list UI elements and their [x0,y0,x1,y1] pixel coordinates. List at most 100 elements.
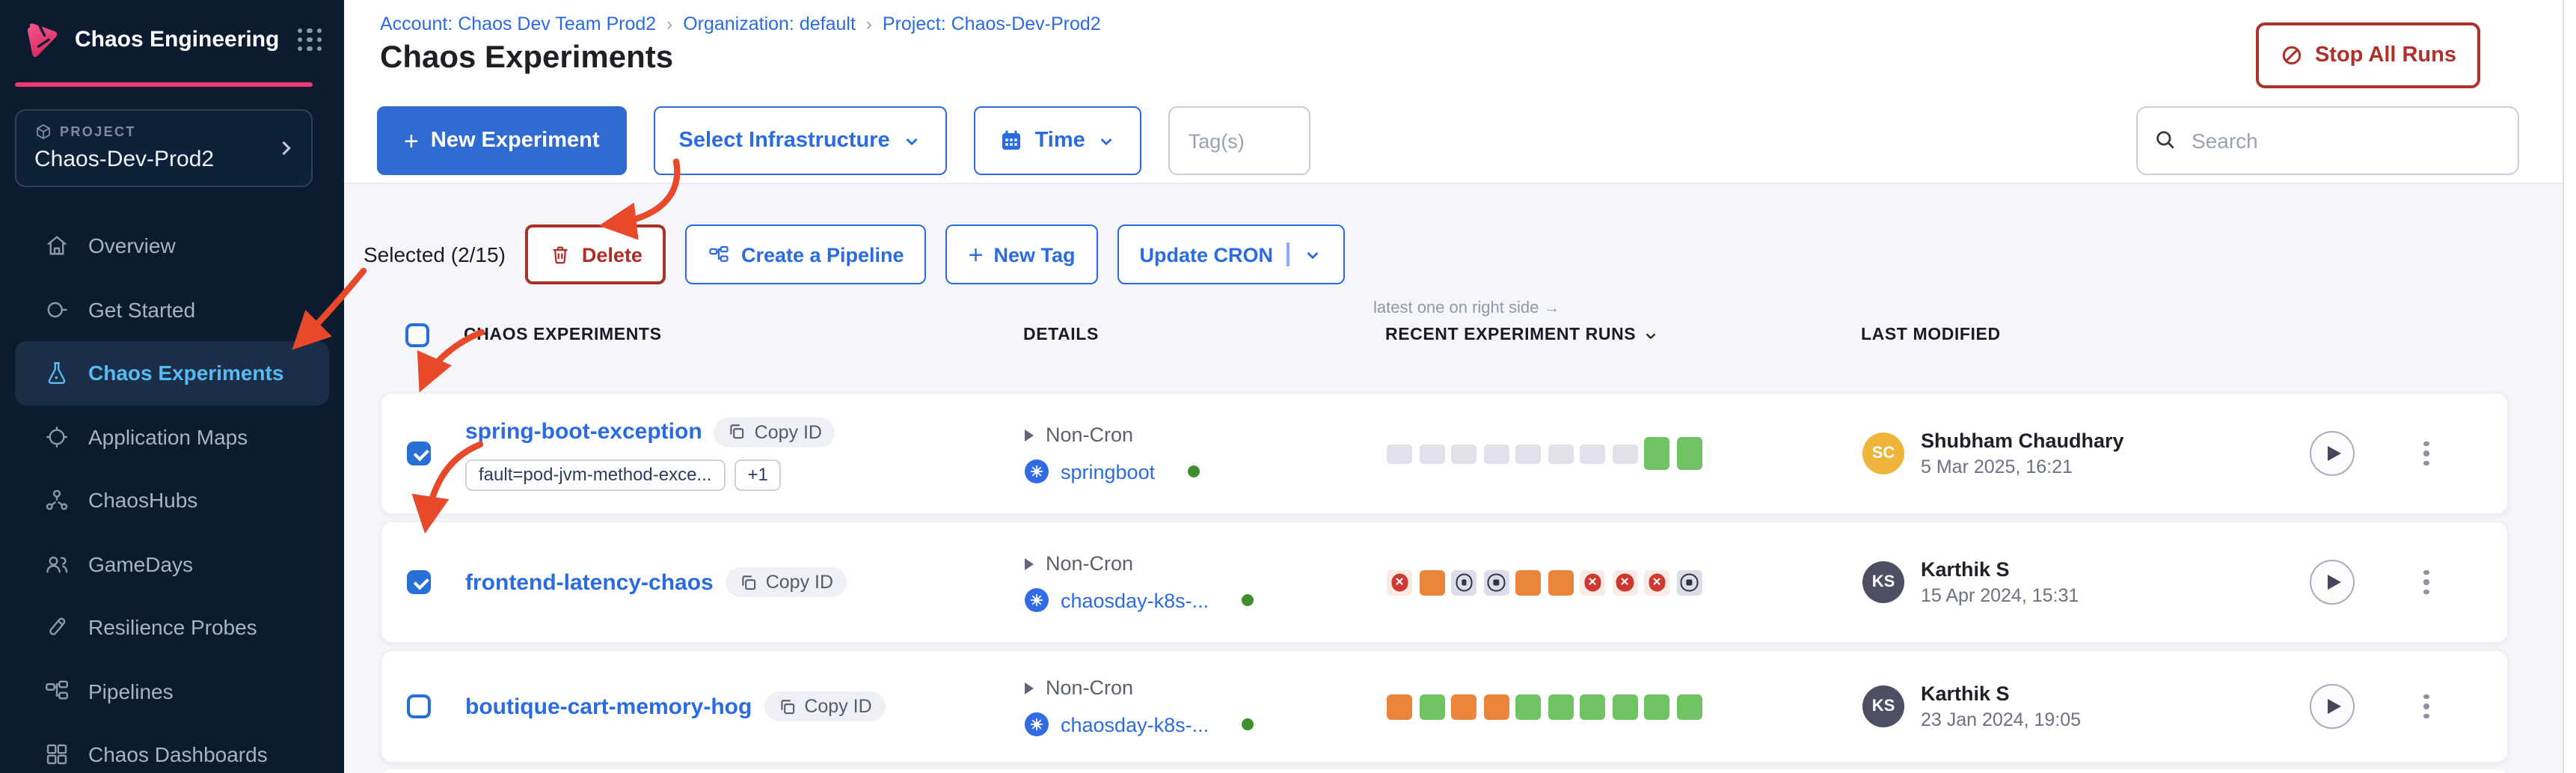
sidebar-item-chaos-dashboards[interactable]: Chaos Dashboards [15,723,329,773]
breadcrumb-project-link[interactable]: Project: Chaos-Dev-Prod2 [882,13,1101,34]
select-all-checkbox[interactable] [405,323,429,347]
new-tag-button[interactable]: + New Tag [945,224,1098,284]
tags-filter-input[interactable] [1168,106,1311,175]
update-cron-button[interactable]: Update CRON [1117,224,1345,284]
kubernetes-icon [1025,712,1049,736]
infra-status-dot [1242,718,1254,730]
avatar: KS [1862,685,1904,727]
copy-id-button[interactable]: Copy ID [725,567,847,597]
experiment-name-link[interactable]: frontend-latency-chaos [465,569,714,595]
sidebar-item-application-maps[interactable]: Application Maps [15,405,329,468]
project-selector[interactable]: PROJECT Chaos-Dev-Prod2 [15,109,313,187]
copy-id-button[interactable]: Copy ID [764,691,886,721]
run-indicator-empty[interactable] [1483,444,1509,463]
modified-by-name: Karthik S [1921,558,2010,581]
run-indicator-empty[interactable] [1451,444,1476,463]
plus-icon: + [404,126,419,155]
run-indicator-failed[interactable] [1387,569,1412,595]
sidebar-item-chaoshubs[interactable]: ChaosHubs [15,468,329,532]
row-menu-button[interactable] [2414,561,2507,604]
prohibit-icon [2283,46,2302,65]
run-indicator-green[interactable] [1419,694,1444,719]
run-indicator-empty[interactable] [1612,444,1637,463]
breadcrumb: Account: Chaos Dev Team Prod2 › Organiza… [380,13,1101,34]
run-indicator-failed[interactable] [1612,569,1637,595]
schedule-type: Non-Cron [1046,676,1134,699]
new-experiment-button[interactable]: + New Experiment [377,106,627,175]
run-experiment-button[interactable] [2310,431,2355,476]
project-label: PROJECT [60,124,136,139]
chaoshubs-icon [46,490,68,511]
sidebar-item-label: Overview [88,233,176,258]
experiment-name-link[interactable]: spring-boot-exception [465,419,702,444]
avatar: SC [1862,433,1904,474]
tag-overflow-chip[interactable]: +1 [734,459,782,490]
row-menu-button[interactable] [2414,685,2507,728]
sidebar-nav: Overview Get Started Chaos Experiments A… [0,214,344,773]
run-indicator-stopped[interactable] [1676,569,1702,595]
run-indicator-orange[interactable] [1419,569,1444,595]
run-indicator-empty[interactable] [1419,444,1444,463]
infrastructure-link[interactable]: chaosday-k8s-... [1061,589,1209,611]
run-indicator-green[interactable] [1580,694,1605,719]
column-header-runs[interactable]: RECENT EXPERIMENT RUNS [1385,326,1861,344]
search-input[interactable] [2136,106,2519,175]
delete-button[interactable]: Delete [524,224,666,284]
sidebar-header: Chaos Engineering [21,19,323,60]
application-maps-icon [46,426,67,447]
run-experiment-button[interactable] [2310,560,2355,605]
app-switcher-grid-icon[interactable] [297,28,323,52]
breadcrumb-account-link[interactable]: Account: Chaos Dev Team Prod2 [380,13,657,34]
run-indicator-failed[interactable] [1644,569,1669,595]
run-indicator-stopped[interactable] [1483,569,1509,595]
run-indicator-green[interactable] [1676,694,1702,719]
sidebar-item-chaos-experiments[interactable]: Chaos Experiments [15,341,329,405]
expand-triangle-icon[interactable] [1025,557,1034,569]
copy-id-button[interactable]: Copy ID [714,417,835,447]
run-experiment-button[interactable] [2310,684,2355,729]
run-indicator-failed[interactable] [1580,569,1605,595]
plus-icon: + [968,240,984,269]
run-indicator-green-tall[interactable] [1644,437,1669,470]
sidebar-item-gamedays[interactable]: GameDays [15,532,329,596]
time-filter-dropdown[interactable]: Time [973,106,1142,175]
run-indicator-orange[interactable] [1387,694,1412,719]
table-row: frontend-latency-chaos Copy ID Non-Cron [380,521,2509,644]
breadcrumb-organization-link[interactable]: Organization: default [683,13,856,34]
sidebar-item-get-started[interactable]: Get Started [15,278,329,341]
row-menu-button[interactable] [2414,433,2507,475]
run-indicator-empty[interactable] [1580,444,1605,463]
stop-all-runs-button[interactable]: Stop All Runs [2256,22,2480,88]
infrastructure-link[interactable]: chaosday-k8s-... [1061,713,1209,736]
run-indicator-empty[interactable] [1515,444,1541,463]
sidebar-item-pipelines[interactable]: Pipelines [15,659,329,723]
select-infrastructure-dropdown[interactable]: Select Infrastructure [653,106,947,175]
run-indicator-green[interactable] [1515,694,1541,719]
row-checkbox[interactable] [407,442,431,465]
scrollbar-gutter[interactable] [2563,0,2576,773]
row-checkbox[interactable] [407,694,431,718]
expand-triangle-icon[interactable] [1025,682,1034,694]
run-indicator-green-tall[interactable] [1676,437,1702,470]
run-indicator-orange[interactable] [1483,694,1509,719]
run-indicator-green[interactable] [1548,694,1573,719]
run-indicator-green[interactable] [1612,694,1637,719]
expand-triangle-icon[interactable] [1025,429,1034,441]
chevron-down-icon [1645,332,1655,339]
run-indicator-orange[interactable] [1515,569,1541,595]
run-indicator-stopped[interactable] [1451,569,1476,595]
run-indicator-orange[interactable] [1451,694,1476,719]
create-pipeline-button[interactable]: Create a Pipeline [685,224,927,284]
infrastructure-link[interactable]: springboot [1061,460,1156,483]
chaos-engineering-logo-icon [27,23,58,58]
copy-icon [731,424,744,439]
run-indicator-empty[interactable] [1548,444,1573,463]
run-indicator-orange[interactable] [1548,569,1573,595]
sidebar-item-overview[interactable]: Overview [15,214,329,278]
row-checkbox[interactable] [407,570,431,594]
sidebar-item-resilience-probes[interactable]: Resilience Probes [15,596,329,659]
run-indicator-empty[interactable] [1387,444,1412,463]
run-indicator-green[interactable] [1644,694,1669,719]
modified-date: 5 Mar 2025, 16:21 [1921,456,2073,477]
experiment-name-link[interactable]: boutique-cart-memory-hog [465,694,752,719]
